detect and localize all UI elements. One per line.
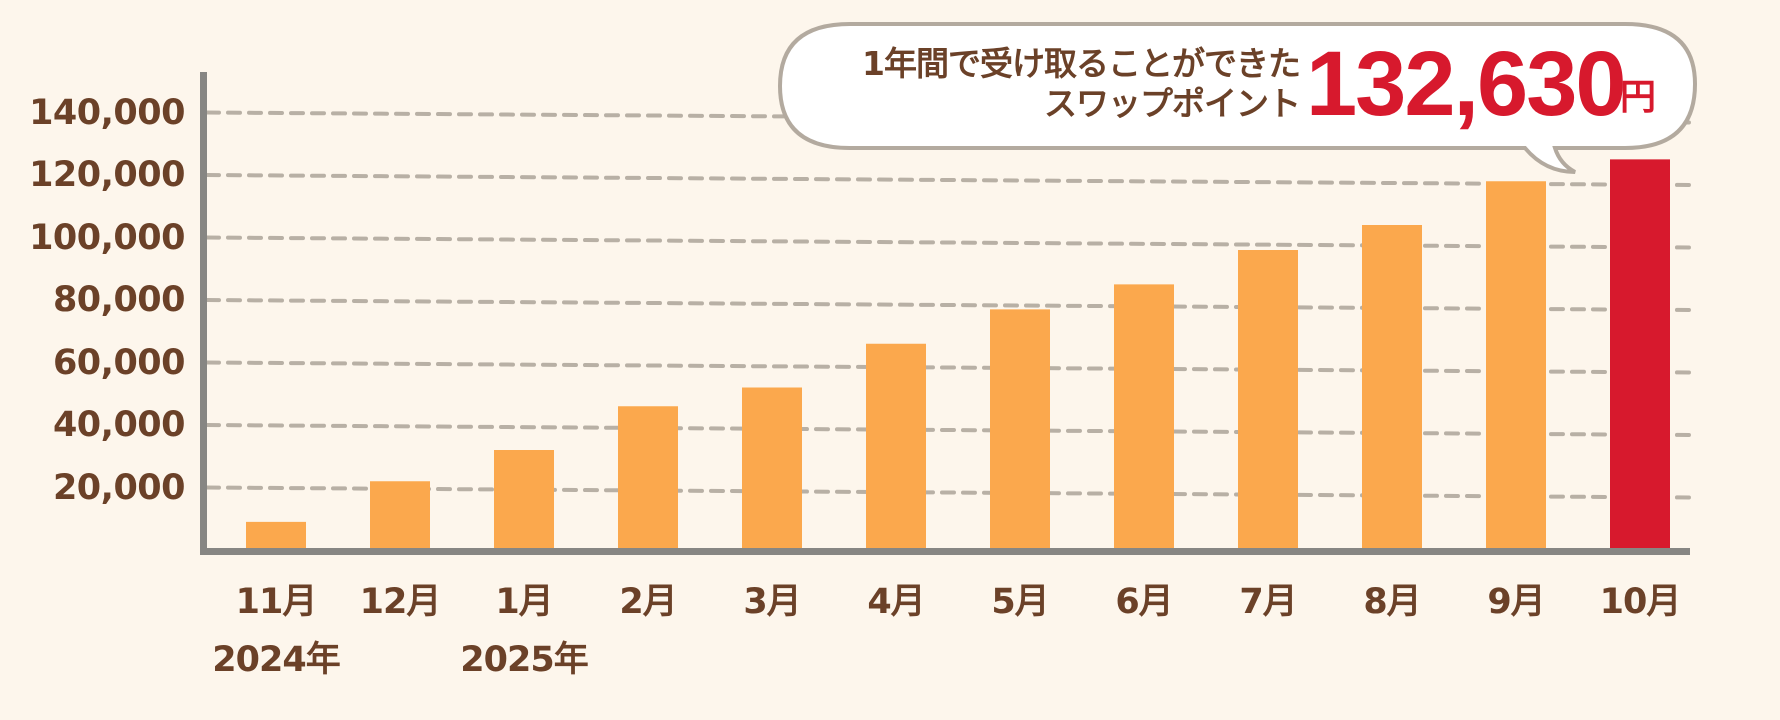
bars	[246, 159, 1670, 550]
x-tick-label: 5月	[991, 582, 1049, 622]
y-tick-label: 60,000	[52, 342, 186, 383]
bar-11月	[246, 521, 306, 550]
callout-caption: 1年間で受け取ることができた スワップポイント	[790, 44, 1301, 124]
gridline-80000	[205, 298, 1692, 313]
x-tick-label: 7月	[1239, 582, 1297, 622]
callout-unit: 円	[1620, 77, 1657, 118]
bar-4月	[866, 343, 926, 550]
x-tick-label: 4月	[867, 582, 925, 622]
bar-2月	[618, 406, 678, 550]
x-axis-line	[200, 548, 1690, 555]
bar-1月	[494, 450, 554, 550]
bar-8月	[1362, 225, 1422, 550]
callout-line1: 1年間で受け取ることができた	[862, 44, 1301, 83]
year-label: 2024年	[212, 640, 340, 680]
bar-3月	[742, 387, 802, 550]
callout-bubble	[777, 22, 1698, 174]
y-tick-label: 100,000	[29, 217, 185, 258]
x-tick-label: 12月	[359, 582, 442, 622]
gridline-60000	[205, 360, 1692, 375]
axes	[200, 72, 1690, 555]
gridline-100000	[205, 235, 1692, 250]
y-tick-label: 120,000	[29, 155, 185, 195]
year-label: 2025年	[460, 640, 588, 680]
callout-line2: スワップポイント	[1044, 84, 1301, 123]
x-tick-label: 2月	[619, 582, 677, 622]
y-tick-label: 20,000	[52, 467, 186, 508]
gridlines	[205, 110, 1692, 500]
y-tick-label: 140,000	[29, 92, 185, 133]
bar-5月	[990, 309, 1050, 550]
gridline-120000	[205, 173, 1692, 188]
y-tick-label: 80,000	[52, 280, 186, 320]
x-tick-label: 8月	[1363, 582, 1421, 622]
bar-9月	[1486, 181, 1546, 550]
y-tick-label: 40,000	[52, 405, 186, 445]
callout-amount: 132,630	[1306, 33, 1627, 135]
x-tick-label: 9月	[1487, 582, 1545, 622]
x-tick-label: 11月	[235, 582, 318, 622]
x-tick-label: 10月	[1599, 582, 1682, 622]
bar-7月	[1238, 250, 1298, 550]
gridline-20000	[205, 485, 1692, 500]
bar-10月	[1610, 159, 1670, 550]
bar-6月	[1114, 284, 1174, 550]
gridline-40000	[205, 423, 1692, 438]
x-tick-label: 6月	[1115, 582, 1173, 622]
x-tick-label: 1月	[495, 582, 553, 622]
bar-12月	[370, 481, 430, 550]
x-tick-label: 3月	[743, 582, 801, 622]
y-axis-line	[200, 72, 207, 555]
